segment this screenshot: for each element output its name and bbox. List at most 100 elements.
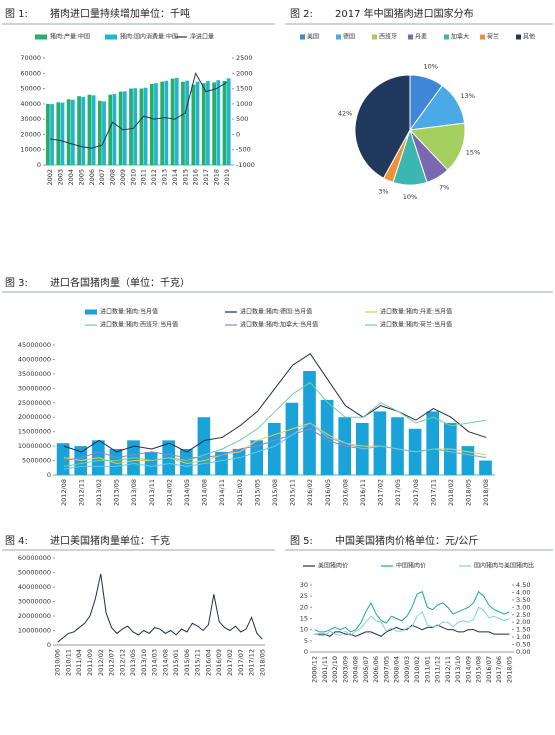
x-tick-label: 2008/04 xyxy=(393,656,401,683)
bar xyxy=(373,411,387,475)
x-tick-label: 2017/08 xyxy=(412,479,420,506)
x-tick-label: 2016/11 xyxy=(359,479,367,506)
y-tick-label: 10000000 xyxy=(18,627,51,635)
figure-label: 图 1: xyxy=(5,8,28,20)
x-tick-label: 2015/06 xyxy=(183,649,191,676)
y-tick-label: 30 xyxy=(300,581,308,589)
x-tick-label: 2018/05 xyxy=(258,649,266,676)
x-tick-label: 2017/12 xyxy=(248,649,256,676)
x-tick-label: 2012 xyxy=(150,169,158,186)
x-tick-label: 2007/05 xyxy=(382,656,390,683)
x-tick-label: 2017/02 xyxy=(226,649,234,676)
x-tick-label: 2018/05 xyxy=(505,656,513,683)
bar xyxy=(102,101,106,165)
bar xyxy=(97,100,102,165)
legend-swatch xyxy=(105,34,117,40)
y-tick-label: 5 xyxy=(304,637,308,645)
chart-title: 进口各国猪肉量（单位：千克） xyxy=(50,276,190,289)
legend-swatch xyxy=(444,34,449,40)
x-tick-label: 2003 xyxy=(57,169,65,186)
x-tick-label: 2015 xyxy=(181,169,189,186)
bar xyxy=(181,81,185,165)
x-tick-label: 2002/10 xyxy=(331,656,339,683)
bar xyxy=(122,91,127,165)
legend-label: 进口数量:猪肉:荷兰:当月值 xyxy=(380,321,452,329)
x-tick-label: 2015/11 xyxy=(194,649,202,676)
y-tick-label: 30000 xyxy=(20,115,41,123)
x-tick-label: 2017/07 xyxy=(237,649,245,676)
bar xyxy=(226,78,231,165)
figure-label: 图 4: xyxy=(5,535,28,547)
bar xyxy=(391,417,404,475)
y-tick-label: 15 xyxy=(300,615,308,623)
y-tick-label: 3.50 xyxy=(516,596,530,604)
legend-label: 进口数量:猪肉:德国:当月值 xyxy=(240,308,312,316)
x-tick-label: 2013/08 xyxy=(130,479,138,506)
legend-label: 猪肉:国内消费量:中国 xyxy=(120,33,178,41)
x-tick-label: 2015/02 xyxy=(236,479,244,506)
x-tick-label: 2012/11 xyxy=(444,656,452,683)
y-tick-label: 1.00 xyxy=(516,633,530,641)
legend-label: 美国猪肉价 xyxy=(318,562,348,570)
x-tick-label: 2007 xyxy=(98,169,106,186)
bar xyxy=(66,99,71,165)
y-tick-label: -1000 xyxy=(236,161,255,169)
x-tick-label: 2010 xyxy=(129,169,137,186)
x-tick-label: 2008 xyxy=(109,169,117,186)
x-tick-label: 2013/10 xyxy=(140,649,148,676)
x-tick-label: 2017/06 xyxy=(495,656,503,683)
y-tick-label: 500 xyxy=(236,115,248,123)
line xyxy=(50,71,228,149)
y-tick-label: 5000000 xyxy=(22,457,51,465)
y-tick-label: -500 xyxy=(236,146,251,154)
y-tick-label: 40000000 xyxy=(18,583,51,591)
y-tick-label: 15000000 xyxy=(18,428,51,436)
y-tick-label: 0 xyxy=(47,471,51,479)
bar xyxy=(109,449,123,475)
bar xyxy=(56,102,61,165)
line xyxy=(57,573,263,643)
x-tick-label: 2010/11 xyxy=(64,649,72,676)
bar xyxy=(108,94,113,165)
y-tick-label: 45000000 xyxy=(18,341,51,349)
y-tick-label: 50000 xyxy=(20,85,41,93)
line xyxy=(314,606,510,637)
line xyxy=(63,422,487,470)
bar xyxy=(70,99,75,165)
chart-title: 进口美国猪肉量单位：千克 xyxy=(50,534,170,547)
bar xyxy=(50,104,54,165)
bar xyxy=(250,440,264,475)
bar xyxy=(174,77,179,165)
bar xyxy=(267,423,281,475)
bar xyxy=(222,80,227,165)
x-tick-label: 2004 xyxy=(67,169,75,186)
x-tick-label: 2011/01 xyxy=(423,656,431,683)
x-tick-label: 2014/08 xyxy=(161,649,169,676)
bar xyxy=(144,451,158,475)
y-tick-label: 10 xyxy=(300,626,308,634)
x-tick-label: 2011/09 xyxy=(86,649,94,676)
x-tick-label: 2012/11 xyxy=(77,479,85,506)
x-tick-label: 2018/08 xyxy=(482,479,490,506)
x-tick-label: 2013 xyxy=(160,169,168,186)
chart-title: 猪肉进口量持续增加单位：千吨 xyxy=(50,7,190,20)
bar xyxy=(285,402,299,475)
bar xyxy=(112,94,117,165)
y-tick-label: 1500 xyxy=(236,85,253,93)
bar xyxy=(479,460,492,475)
slice-label: 7% xyxy=(439,184,449,192)
legend-swatch xyxy=(35,34,47,40)
x-tick-label: 2014/08 xyxy=(201,479,209,506)
bar xyxy=(212,82,217,165)
legend-label: 进口数量:猪肉:西班牙:当月值 xyxy=(100,321,178,329)
y-tick-label: 1.50 xyxy=(516,626,530,634)
x-tick-label: 2013/05 xyxy=(129,649,137,676)
x-tick-label: 2013/05 xyxy=(113,479,121,506)
x-tick-label: 2002 xyxy=(46,169,54,186)
x-tick-label: 2016/09 xyxy=(215,649,223,676)
x-tick-label: 2016/07 xyxy=(485,656,493,683)
legend-label: 进口数量:猪肉:当月值 xyxy=(100,308,158,316)
bar xyxy=(201,83,206,165)
legend-label: 国内猪肉与美国猪肉比 xyxy=(474,562,534,570)
x-tick-label: 2015/08 xyxy=(475,656,483,683)
